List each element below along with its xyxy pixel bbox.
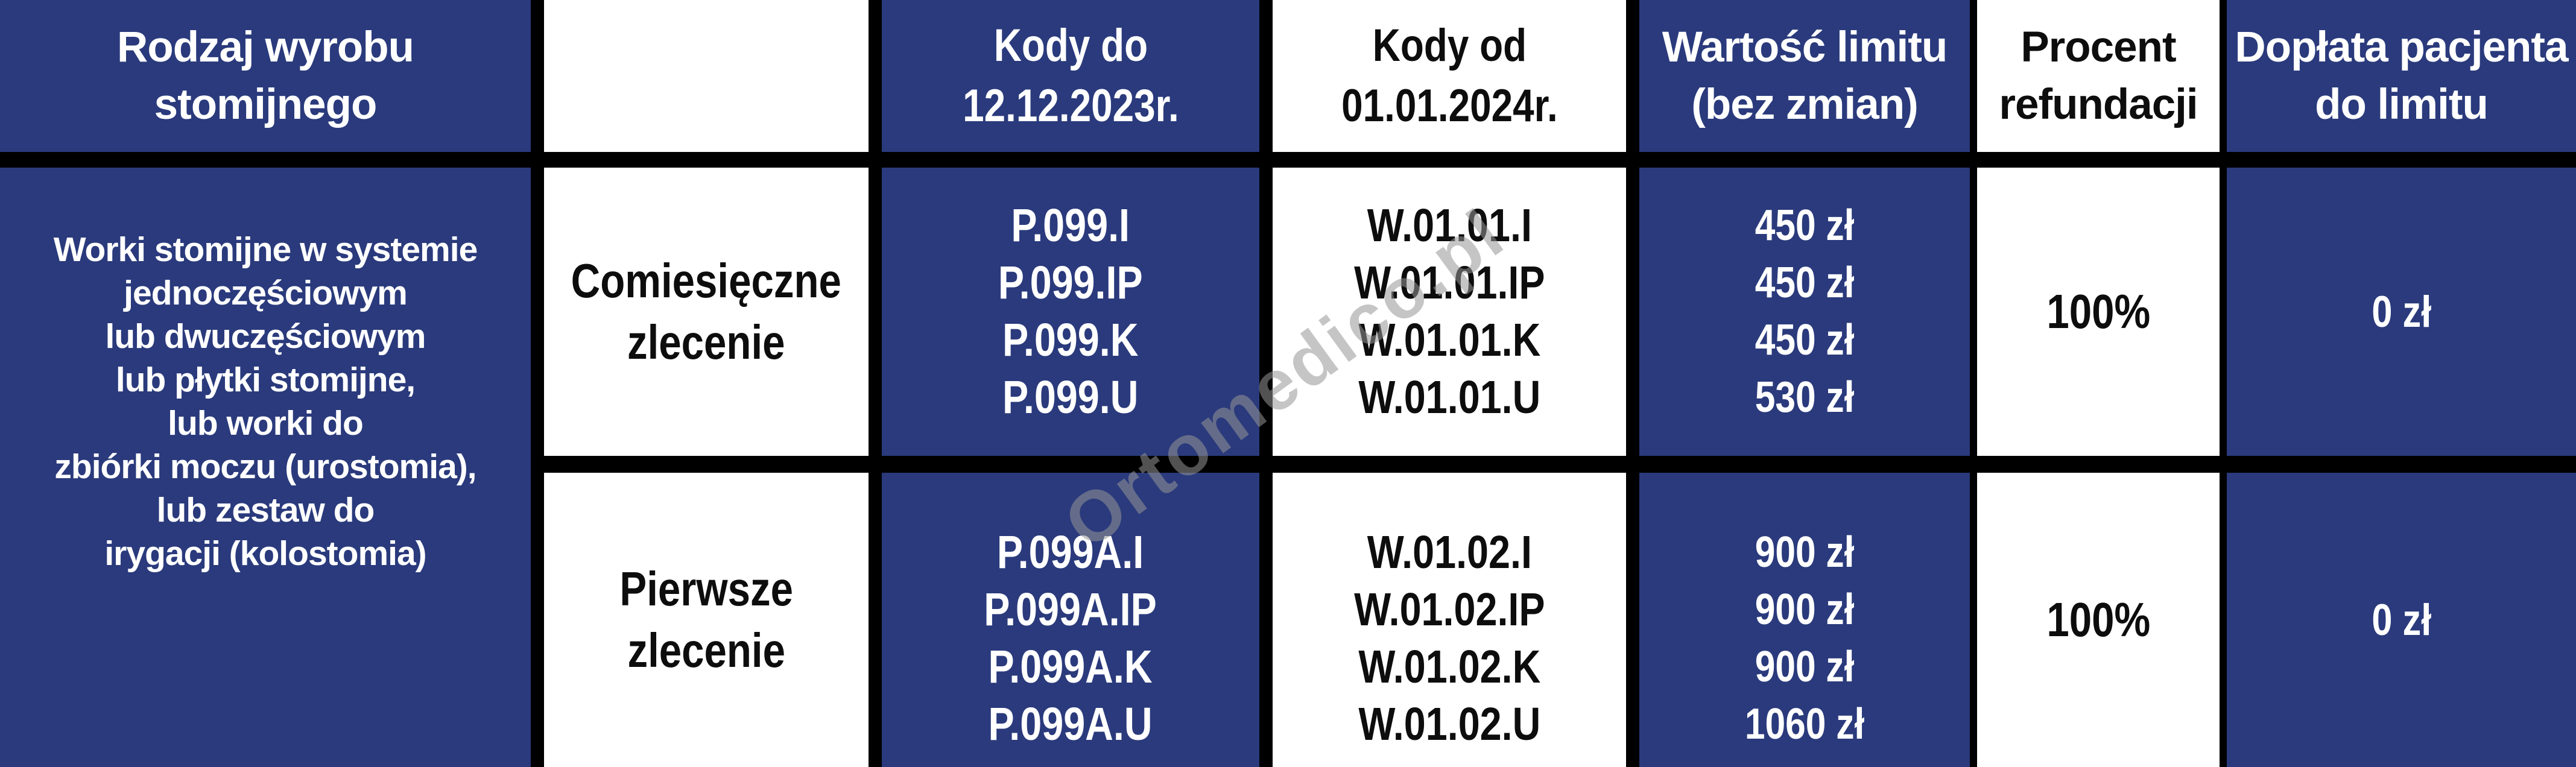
text-line: P.099.IP	[998, 257, 1143, 309]
text-line: refundacji	[1999, 81, 2198, 128]
text-line: Kody do	[993, 20, 1148, 71]
cell-row1-refund-percent: 100%	[1977, 168, 2220, 456]
header-limit-value-text: Wartość limitu (bez zmian)	[1662, 19, 1948, 133]
cell-row1-limit-values: 450 zł 450 zł 450 zł 530 zł	[1639, 168, 1970, 456]
text-line: 900 zł	[1755, 586, 1855, 634]
cell-row2-codes-old-text: P.099A.I P.099A.IP P.099A.K P.099A.U	[984, 524, 1157, 753]
text-line: Comiesięczne	[571, 254, 842, 308]
header-patient-copay: Dopłata pacjenta do limitu	[2227, 0, 2576, 152]
text-line: Worki stomijne w systemie	[53, 230, 478, 269]
header-codes-old-text: Kody do 12.12.2023r.	[963, 16, 1179, 136]
cell-row2-refund-percent-text: 100%	[2046, 593, 2150, 646]
text-line: P.099A.I	[997, 526, 1144, 578]
cell-row1-codes-new-text: W.01.01.I W.01.01.IP W.01.01.K W.01.01.U	[1354, 197, 1545, 426]
cell-row1-codes-old: P.099.I P.099.IP P.099.K P.099.U	[882, 168, 1259, 456]
cell-row2-codes-new-text: W.01.02.I W.01.02.IP W.01.02.K W.01.02.U	[1354, 524, 1545, 753]
text-line: irygacji (kolostomia)	[104, 534, 426, 573]
header-product-type: Rodzaj wyrobu stomijnego	[0, 0, 531, 152]
text-line: P.099.K	[1002, 314, 1139, 366]
text-line: lub płytki stomijne,	[115, 361, 416, 399]
header-refund-percent-text: Procent refundacji	[1999, 19, 2198, 133]
text-line: W.01.02.I	[1367, 526, 1532, 578]
header-codes-new: Kody od 01.01.2024r.	[1273, 0, 1626, 152]
text-line: 12.12.2023r.	[962, 80, 1179, 131]
text-line: W.01.01.IP	[1353, 257, 1545, 309]
cell-row2-limit-values-text: 900 zł 900 zł 900 zł 1060 zł	[1745, 524, 1864, 753]
header-refund-percent: Procent refundacji	[1977, 0, 2220, 152]
cell-row1-order-type-text: Comiesięczne zlecenie	[571, 250, 841, 373]
cell-product-type-text: Worki stomijne w systemie jednoczęściowy…	[54, 228, 478, 575]
text-line: P.099A.K	[988, 641, 1153, 693]
text-line: lub zestaw do	[156, 491, 375, 529]
text-line: 530 zł	[1755, 373, 1855, 421]
text-line: zbiórki moczu (urostomia),	[54, 447, 476, 486]
text-line: P.099A.U	[988, 698, 1153, 750]
text-line: do limitu	[2315, 81, 2489, 128]
text-line: lub worki do	[168, 404, 364, 443]
header-limit-value: Wartość limitu (bez zmian)	[1639, 0, 1970, 152]
header-patient-copay-text: Dopłata pacjenta do limitu	[2235, 19, 2568, 133]
cell-row1-codes-new: W.01.01.I W.01.01.IP W.01.01.K W.01.01.U	[1273, 168, 1626, 456]
text-line: (bez zmian)	[1691, 81, 1919, 128]
text-line: 900 zł	[1755, 528, 1855, 576]
text-line: Rodzaj wyrobu	[117, 24, 414, 71]
text-line: zlecenie	[627, 623, 785, 677]
header-empty	[544, 0, 869, 152]
text-line: Wartość limitu	[1662, 24, 1948, 71]
text-line: W.01.02.K	[1358, 641, 1540, 693]
text-line: W.01.02.IP	[1353, 584, 1545, 636]
cell-row2-order-type: Pierwsze zlecenie	[544, 473, 869, 767]
text-line: W.01.02.U	[1358, 698, 1540, 750]
text-line: Kody od	[1372, 20, 1527, 71]
text-line: 01.01.2024r.	[1341, 80, 1558, 131]
header-codes-new-text: Kody od 01.01.2024r.	[1341, 16, 1558, 136]
cell-row2-patient-copay: 0 zł	[2227, 473, 2576, 767]
text-line: 1060 zł	[1744, 700, 1865, 748]
text-line: 900 zł	[1755, 643, 1855, 691]
cell-row2-refund-percent: 100%	[1977, 473, 2220, 767]
text-line: Dopłata pacjenta	[2235, 24, 2568, 71]
text-line: stomijnego	[154, 81, 378, 128]
cell-row2-codes-old: P.099A.I P.099A.IP P.099A.K P.099A.U	[882, 473, 1259, 767]
cell-product-type: Worki stomijne w systemie jednoczęściowy…	[0, 168, 531, 767]
header-codes-old: Kody do 12.12.2023r.	[882, 0, 1259, 152]
cell-row1-order-type: Comiesięczne zlecenie	[544, 168, 869, 456]
cell-row1-codes-old-text: P.099.I P.099.IP P.099.K P.099.U	[998, 197, 1143, 426]
cell-row2-patient-copay-text: 0 zł	[2372, 595, 2431, 645]
text-line: P.099.I	[1011, 200, 1130, 251]
text-line: Pierwsze	[619, 562, 793, 616]
text-line: W.01.01.U	[1358, 371, 1540, 423]
text-line: W.01.01.I	[1367, 200, 1532, 251]
cell-row2-order-type-text: Pierwsze zlecenie	[619, 558, 793, 681]
text-line: 450 zł	[1755, 259, 1855, 307]
cell-row1-limit-values-text: 450 zł 450 zł 450 zł 530 zł	[1755, 197, 1855, 426]
text-line: jednoczęściowym	[124, 274, 408, 312]
cell-row1-patient-copay-text: 0 zł	[2372, 287, 2431, 336]
text-line: 450 zł	[1755, 201, 1855, 250]
text-line: W.01.01.K	[1358, 314, 1540, 366]
text-line: P.099.U	[1002, 371, 1139, 423]
cell-row2-limit-values: 900 zł 900 zł 900 zł 1060 zł	[1639, 473, 1970, 767]
text-line: Procent	[2021, 24, 2176, 71]
cell-row1-refund-percent-text: 100%	[2046, 285, 2150, 338]
cell-row1-patient-copay: 0 zł	[2227, 168, 2576, 456]
text-line: zlecenie	[627, 315, 785, 369]
header-product-type-text: Rodzaj wyrobu stomijnego	[117, 19, 414, 133]
text-line: P.099A.IP	[984, 584, 1157, 636]
text-line: 450 zł	[1755, 316, 1855, 364]
text-line: lub dwuczęściowym	[105, 317, 426, 356]
cell-row2-codes-new: W.01.02.I W.01.02.IP W.01.02.K W.01.02.U	[1273, 473, 1626, 767]
